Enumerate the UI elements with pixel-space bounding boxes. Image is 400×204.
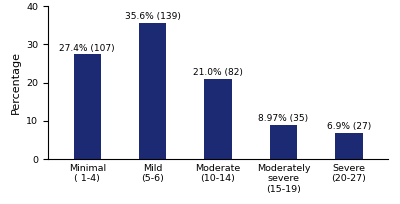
Bar: [335, 133, 362, 159]
Text: 6.9% (27): 6.9% (27): [327, 122, 371, 131]
Bar: [270, 125, 297, 159]
Bar: [74, 54, 101, 159]
Text: 35.6% (139): 35.6% (139): [125, 12, 180, 21]
Y-axis label: Percentage: Percentage: [10, 51, 20, 114]
Text: 27.4% (107): 27.4% (107): [60, 44, 115, 53]
Bar: [139, 23, 166, 159]
Text: 8.97% (35): 8.97% (35): [258, 114, 308, 123]
Text: 21.0% (82): 21.0% (82): [193, 68, 243, 77]
Bar: [204, 79, 232, 159]
